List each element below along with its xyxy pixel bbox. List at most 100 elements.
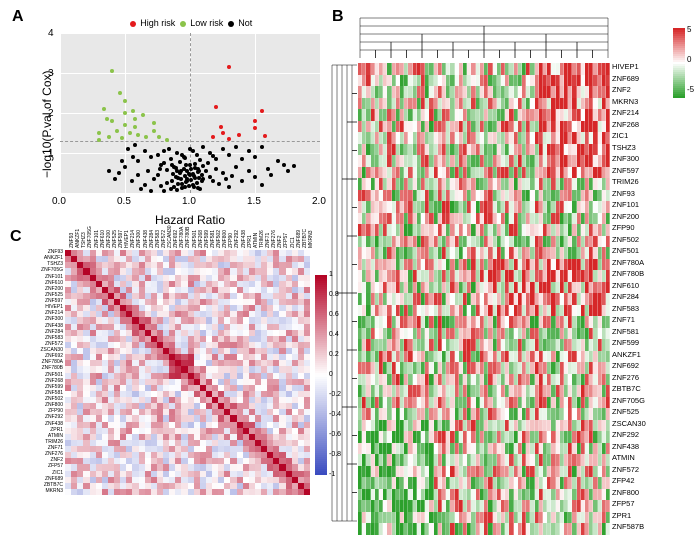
scatter-point	[195, 153, 199, 157]
gene-label-left: ANKZF1	[25, 255, 63, 261]
gene-label-left: ZNF200	[25, 286, 63, 292]
scatter-point	[120, 136, 124, 140]
scatter-point	[183, 185, 187, 189]
legend-low: Low risk	[190, 18, 223, 28]
gene-label: ANKZF1	[612, 350, 641, 359]
heatmap-cell	[606, 178, 610, 190]
xtick: 2.0	[312, 196, 326, 207]
heatmap-c	[65, 250, 310, 495]
heatmap-row	[358, 236, 610, 248]
heatmap-row	[358, 178, 610, 190]
scatter-point	[219, 125, 223, 129]
heatmap-row	[358, 144, 610, 156]
heatmap-row	[358, 213, 610, 225]
gene-label-top: TRIM26	[259, 230, 265, 248]
scatter-point	[126, 147, 130, 151]
colorbar-tick: -5	[687, 85, 694, 94]
heatmap-cell	[606, 500, 610, 512]
gene-label: ZNF581	[612, 327, 639, 336]
heatmap-cell	[606, 385, 610, 397]
scatter-point	[286, 169, 290, 173]
gene-label-top: ZNF581	[210, 230, 216, 248]
heatmap-cell	[606, 155, 610, 167]
gene-label-left: ZNF689	[25, 476, 63, 482]
scatter-point	[206, 161, 210, 165]
panel-a: High risk Low risk Not Hazard Ratio −log…	[30, 8, 320, 223]
scatter-point	[214, 105, 218, 109]
heatmap-row	[358, 408, 610, 420]
heatmap-cell	[606, 270, 610, 282]
heatmap-row	[358, 155, 610, 167]
gene-label: ZNF200	[612, 212, 639, 221]
heatmap-cell	[606, 351, 610, 363]
gene-label-left: ZFP90	[25, 408, 63, 414]
scatter-point	[197, 169, 201, 173]
scatter-point	[234, 165, 238, 169]
scatter-point	[167, 147, 171, 151]
scatter-point	[276, 159, 280, 163]
heatmap-row	[358, 75, 610, 87]
scatter-point	[221, 147, 225, 151]
scatter-point	[120, 159, 124, 163]
scatter-point	[185, 179, 189, 183]
colorbar-tick: -0.6	[329, 431, 341, 438]
scatter-point	[174, 166, 178, 170]
scatter-point	[240, 179, 244, 183]
heatmap-row	[358, 98, 610, 110]
gene-label-top: ZNF101	[94, 230, 100, 248]
panel-c: -1-0.8-0.6-0.4-0.200.20.40.60.81 ZNF93ZN…	[10, 230, 320, 530]
gene-label-top: MKRN3	[308, 230, 314, 248]
colorbar-tick: 5	[687, 25, 691, 34]
heatmap-row	[358, 259, 610, 271]
gene-label: ZNF780A	[612, 258, 644, 267]
gene-label-top: ZNF501	[192, 230, 198, 248]
heatmap-cell	[606, 75, 610, 87]
heatmap-cell	[606, 236, 610, 248]
scatter-point	[162, 149, 166, 153]
gene-label-top: ZNF689	[296, 230, 302, 248]
heatmap-row	[358, 86, 610, 98]
scatter-point	[136, 133, 140, 137]
gene-label: ZNF587B	[612, 522, 644, 531]
heatmap-row	[358, 201, 610, 213]
heatmap-row	[358, 63, 610, 75]
scatter-point	[97, 138, 101, 142]
gene-label-left: ZNF705G	[25, 267, 63, 273]
heatmap-row	[358, 454, 610, 466]
scatter-point	[253, 175, 257, 179]
heatmap-cell	[606, 374, 610, 386]
scatter-point	[187, 172, 191, 176]
gene-label-top: ZIC1	[290, 237, 296, 248]
gene-label-top: ZBTB7C	[302, 229, 308, 248]
scatter-point	[149, 155, 153, 159]
gene-label-left: ZNF101	[25, 274, 63, 280]
gene-label: MKRN3	[612, 97, 638, 106]
scatter-point	[131, 109, 135, 113]
gene-label-top: ZNF572	[161, 230, 167, 248]
gene-label: ZNF502	[612, 235, 639, 244]
scatter-point	[221, 171, 225, 175]
heatmap-row	[358, 247, 610, 259]
scatter-point	[176, 176, 180, 180]
heatmap-row	[358, 270, 610, 282]
gene-label: ZNF268	[612, 120, 639, 129]
gene-label: ZSCAN30	[612, 419, 646, 428]
gene-label: ZNF284	[612, 292, 639, 301]
heatmap-cell	[606, 328, 610, 340]
scatter-point	[230, 174, 234, 178]
scatter-point	[175, 188, 179, 192]
gene-label: ZNF597	[612, 166, 639, 175]
scatter-point	[159, 184, 163, 188]
gene-label-left: ZNF572	[25, 341, 63, 347]
gene-label: ZNF101	[612, 200, 639, 209]
colorbar-tick: -0.2	[329, 391, 341, 398]
dendrogram-top	[358, 16, 610, 58]
gene-label: ZNF276	[612, 373, 639, 382]
gene-label-left: TSHZ3	[25, 261, 63, 267]
scatter-point	[211, 135, 215, 139]
heatmap-row	[358, 224, 610, 236]
heatmap-row	[358, 282, 610, 294]
scatter-point	[192, 174, 196, 178]
x-axis-label: Hazard Ratio	[60, 213, 320, 227]
gene-label-left: ZNF71	[25, 445, 63, 451]
